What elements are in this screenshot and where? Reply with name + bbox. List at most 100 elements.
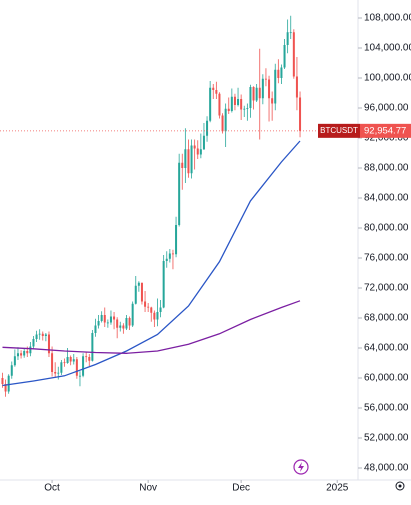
candle-body [230,96,233,111]
candle-body [199,149,202,155]
y-tick-label: 52,000.00 [364,433,409,444]
candle-body [16,353,19,357]
settings-icon[interactable] [395,481,405,491]
replay-icon[interactable] [293,459,309,475]
candle-body [165,258,168,261]
candle-body [116,319,119,328]
candle-body [82,356,85,376]
candle-body [51,353,54,372]
y-tick-label: 108,000.00 [364,13,411,24]
candle-body [283,45,286,68]
candle-body [224,108,227,132]
candle-body [274,69,277,104]
candle-body [140,282,143,302]
candle-body [125,318,128,329]
candle-body [243,108,246,110]
candle-body [128,318,131,326]
y-tick-label: 72,000.00 [364,283,409,294]
y-tick-label: 96,000.00 [364,103,409,114]
candle-body [237,99,240,105]
candle-body [69,357,72,362]
candle-body [268,79,271,99]
y-tick-label: 100,000.00 [364,73,411,84]
candle-body [131,303,134,326]
candle-body [10,365,13,376]
candle-body [20,353,23,356]
candle-body [240,99,243,110]
plot-area [1,15,302,397]
y-tick-label: 104,000.00 [364,43,411,54]
candle-body [119,325,122,328]
candle-body [106,322,109,324]
candle-body [85,356,88,358]
x-tick-label: 2025 [326,483,349,494]
candle-body [57,372,60,374]
y-tick-label: 76,000.00 [364,253,409,264]
candle-body [233,96,236,105]
candle-body [258,87,261,99]
candle-body [295,76,298,98]
candle-body [264,78,267,80]
candle-body [227,108,230,111]
candle-body [66,357,69,363]
candle-body [218,93,221,116]
x-tick-label: Oct [44,483,60,494]
y-tick-label: 80,000.00 [364,223,409,234]
candle-body [246,108,249,109]
candle-body [255,87,258,101]
candle-body [75,359,78,376]
candle-body [178,162,181,225]
candle-body [54,372,57,374]
candle-body [97,321,100,326]
candle-body [159,307,162,312]
candle-body [7,375,10,392]
candle-body [23,351,26,356]
candle-body [209,87,212,121]
candle-body [171,253,174,255]
candle-body [134,285,137,304]
x-tick-label: Dec [232,483,250,494]
candle-body [184,149,187,168]
candle-body [193,145,196,149]
y-tick-label: 92,000.00 [364,133,409,144]
candle-body [29,346,32,354]
candle-body [261,78,264,99]
symbol-label: BTCUSDT [320,126,358,135]
candle-body [280,67,283,78]
candle-body [286,32,289,45]
candle-body [181,162,184,168]
candle-body [202,135,205,150]
candle-body [88,357,91,361]
candle-body [4,384,7,392]
candle-body [109,316,112,323]
candle-body [150,307,153,313]
candle-body [168,253,171,259]
candle-body [196,148,199,155]
candle-body [299,97,302,131]
candle-body [153,312,156,320]
candle-body [91,333,94,361]
candle-body [212,87,215,90]
y-tick-label: 84,000.00 [364,193,409,204]
candle-body [72,359,75,362]
candle-body [277,69,280,78]
candle-body [175,225,178,255]
candle-body [44,334,47,336]
candle-body [100,315,103,321]
candle-body [38,333,41,335]
candle-body [156,312,159,320]
candle-body [41,333,44,336]
price-label: 92,954.77 [364,125,406,136]
y-tick-label: 64,000.00 [364,343,409,354]
candle-body [187,149,190,174]
candle-body [13,356,16,366]
candle-body [26,351,29,354]
candle-body [289,32,292,34]
x-tick-label: Nov [139,483,157,494]
y-tick-label: 88,000.00 [364,163,409,174]
candle-body [137,282,140,286]
candle-body [78,375,81,377]
candle-body [35,334,38,339]
